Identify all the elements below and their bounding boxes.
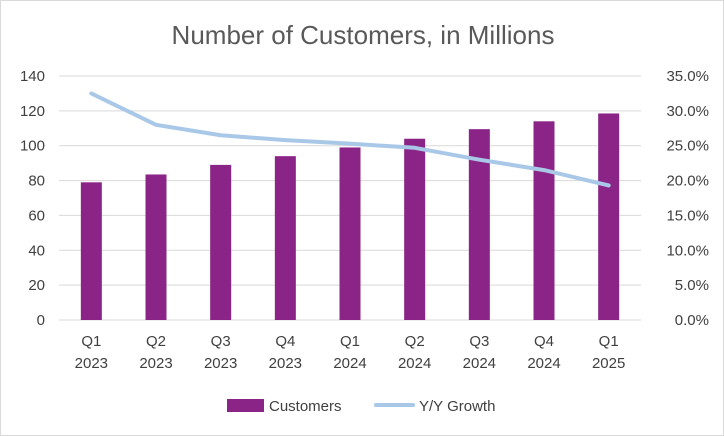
y-right-tick-label: 5.0%	[675, 277, 709, 294]
bar-customers	[80, 182, 102, 320]
y-left-tick-label: 60	[28, 207, 45, 224]
x-tick-label: Q2 2024	[398, 333, 431, 372]
y-right-tick-label: 20.0%	[666, 173, 709, 190]
y-left-tick-label: 40	[28, 242, 45, 259]
bar-customers	[274, 156, 296, 320]
right-axis: 0.0% 5.0% 10.0% 15.0% 20.0% 25.0% 30.0% 35.0%	[666, 68, 709, 329]
y-left-tick-label: 120	[20, 103, 45, 120]
legend-swatch-customers	[227, 399, 264, 412]
bar-customers	[468, 129, 490, 320]
x-tick-label: Q4 2024	[527, 333, 560, 372]
line-yy-growth	[89, 91, 611, 188]
y-left-tick-label: 80	[28, 173, 45, 190]
y-left-tick-label: 140	[20, 68, 45, 85]
y-right-tick-label: 15.0%	[666, 207, 709, 224]
x-tick-label: Q4 2023	[269, 333, 302, 372]
chart-title: Number of Customers, in Millions	[172, 20, 555, 50]
x-tick-label: Q1 2024	[333, 333, 366, 372]
bar-customers	[145, 174, 167, 320]
legend-label-customers: Customers	[269, 398, 342, 415]
y-left-tick-label: 100	[20, 138, 45, 155]
bar-customers	[533, 121, 555, 320]
line-series	[89, 91, 611, 188]
x-tick-label: Q3 2023	[204, 333, 237, 372]
bar-series	[80, 113, 620, 320]
x-tick-label: Q1 2023	[75, 333, 108, 372]
bar-customers	[210, 164, 232, 320]
legend-label-yy-growth: Y/Y Growth	[419, 398, 495, 415]
y-right-tick-label: 25.0%	[666, 138, 709, 155]
x-tick-label: Q2 2023	[139, 333, 172, 372]
x-axis: Q1 2023 Q2 2023 Q3 2023 Q4 2023 Q1 2024 Q2 2024 Q3 20…	[75, 333, 626, 372]
left-axis: 0 20 40 60 80 100 120 140	[20, 68, 45, 329]
y-right-tick-label: 35.0%	[666, 68, 709, 85]
legend: Customers Y/Y Growth	[227, 398, 495, 415]
x-tick-label: Q1 2025	[592, 333, 625, 372]
bar-customers	[598, 113, 620, 320]
x-tick-label: Q3 2024	[463, 333, 496, 372]
y-right-tick-label: 10.0%	[666, 242, 709, 259]
y-right-tick-label: 0.0%	[675, 312, 709, 329]
bar-customers	[404, 138, 426, 320]
y-left-tick-label: 20	[28, 277, 45, 294]
bar-customers	[339, 147, 361, 320]
y-right-tick-label: 30.0%	[666, 103, 709, 120]
y-left-tick-label: 0	[37, 312, 45, 329]
